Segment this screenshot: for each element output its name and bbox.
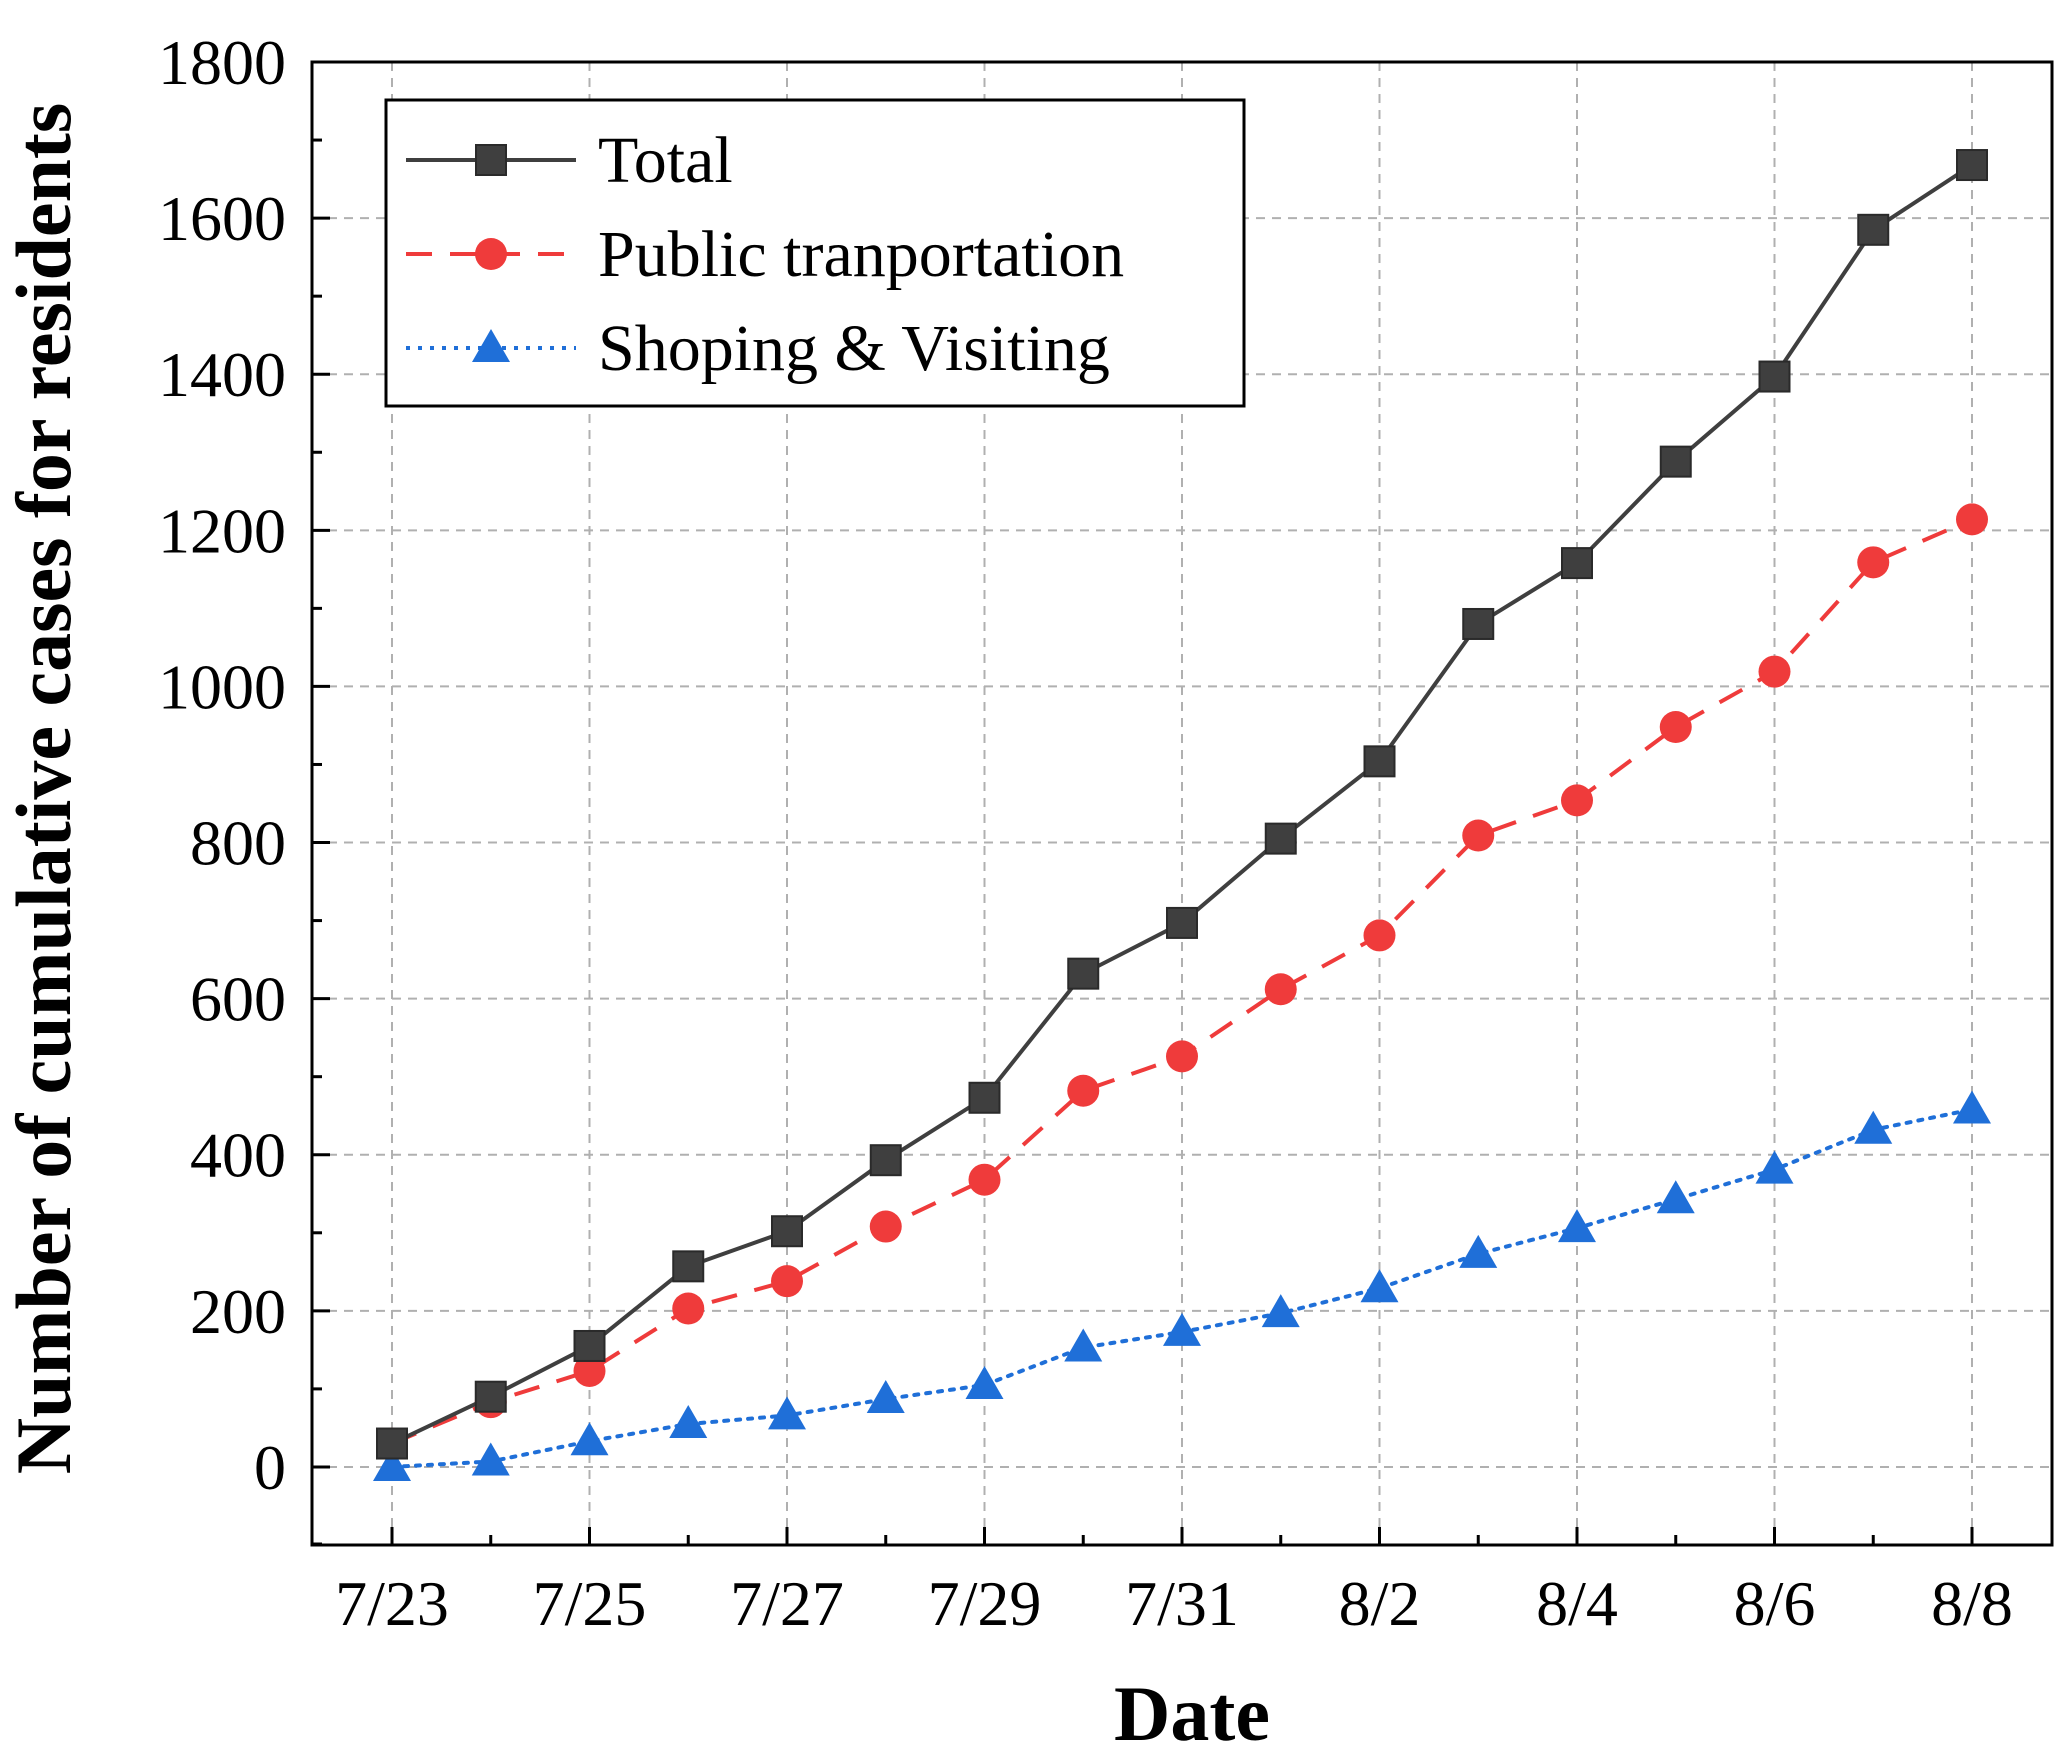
data-point	[1758, 655, 1791, 688]
data-point	[669, 1405, 708, 1439]
data-point	[1067, 957, 1100, 990]
y-tick-label: 1000	[158, 651, 286, 722]
data-point	[1558, 1209, 1596, 1243]
y-tick-label: 1600	[158, 183, 286, 254]
y-tick-label: 1400	[158, 339, 286, 410]
x-tick-label: 8/2	[1339, 1568, 1421, 1639]
legend-label: Total	[598, 124, 733, 197]
data-point	[968, 1163, 1001, 1196]
data-point	[1956, 149, 1988, 182]
data-point	[1659, 711, 1692, 744]
data-point	[869, 1210, 902, 1243]
legend-label: Shoping & Visiting	[598, 312, 1110, 385]
series-triangle	[373, 1090, 1991, 1481]
x-tick-label: 7/31	[1125, 1568, 1239, 1639]
data-point	[1363, 745, 1396, 778]
legend-marker	[472, 329, 510, 362]
data-point	[1360, 1269, 1399, 1303]
x-tick-label: 7/27	[730, 1568, 844, 1639]
y-axis-title: Number of cumulative cases for residents	[0, 103, 87, 1474]
series-circle	[376, 503, 1988, 1460]
y-tick-label: 800	[190, 808, 286, 879]
data-point	[1166, 1040, 1198, 1073]
data-point	[1166, 906, 1198, 939]
data-point	[376, 1427, 408, 1460]
data-point	[1459, 1234, 1498, 1268]
y-tick-label: 400	[190, 1120, 286, 1191]
data-point	[866, 1380, 905, 1414]
data-point	[1363, 919, 1396, 952]
legend-box	[384, 98, 1246, 408]
data-point	[1561, 784, 1593, 817]
data-point	[1857, 213, 1890, 246]
data-point	[471, 1442, 510, 1476]
data-point	[1659, 445, 1692, 478]
data-point	[771, 1265, 803, 1298]
x-tick-label: 7/29	[928, 1568, 1042, 1639]
data-point	[1462, 819, 1495, 852]
data-point	[672, 1250, 705, 1283]
series-square	[376, 149, 1988, 1460]
data-point	[1953, 1090, 1991, 1124]
x-tick-label: 8/4	[1536, 1568, 1618, 1639]
data-point	[474, 1380, 507, 1413]
legend-marker	[475, 238, 507, 270]
plot-frame	[310, 60, 2054, 1547]
data-point	[1854, 1110, 1893, 1144]
y-tick-label: 600	[190, 964, 286, 1035]
data-point	[869, 1144, 902, 1177]
y-tick-label: 1800	[158, 27, 286, 98]
y-axis-ticks: 0 200 400 600 800 1000 1200 1400 1600 1800	[158, 27, 330, 1546]
data-point	[1261, 1294, 1300, 1328]
y-tick-label: 200	[190, 1276, 286, 1347]
data-point	[771, 1215, 803, 1248]
data-point	[573, 1354, 606, 1387]
data-point	[672, 1292, 705, 1325]
data-point	[373, 1447, 411, 1481]
x-axis-title: Date	[1114, 1670, 1270, 1752]
x-tick-label: 7/25	[533, 1568, 647, 1639]
data-point	[1857, 546, 1890, 579]
data-point	[1758, 360, 1791, 393]
y-tick-label: 1200	[158, 495, 286, 566]
data-point	[965, 1365, 1004, 1399]
x-tick-label: 7/23	[335, 1568, 449, 1639]
data-point	[1064, 1328, 1103, 1362]
data-point	[1264, 973, 1297, 1006]
x-axis-ticks: 7/23 7/25 7/27 7/29 7/31 8/2 8/4 8/6 8/8	[335, 1527, 2013, 1639]
legend: Total Public tranportation Shoping & Visit…	[384, 98, 1246, 408]
data-point	[573, 1329, 606, 1362]
legend-label: Public tranportation	[598, 218, 1124, 291]
data-point	[768, 1396, 806, 1430]
data-point	[1264, 822, 1297, 855]
data-point	[1656, 1180, 1695, 1214]
data-point	[968, 1081, 1001, 1114]
x-tick-label: 8/6	[1734, 1568, 1816, 1639]
data-point	[570, 1422, 609, 1456]
data-point	[1561, 547, 1593, 580]
data-point	[1067, 1074, 1100, 1107]
x-tick-label: 8/8	[1931, 1568, 2013, 1639]
data-point	[1956, 503, 1988, 536]
data-point	[1755, 1150, 1794, 1184]
legend-marker	[475, 144, 507, 176]
data-point	[1163, 1312, 1201, 1346]
data-point	[1462, 607, 1495, 640]
y-tick-label: 0	[254, 1432, 286, 1503]
series-layer	[373, 149, 1991, 1481]
